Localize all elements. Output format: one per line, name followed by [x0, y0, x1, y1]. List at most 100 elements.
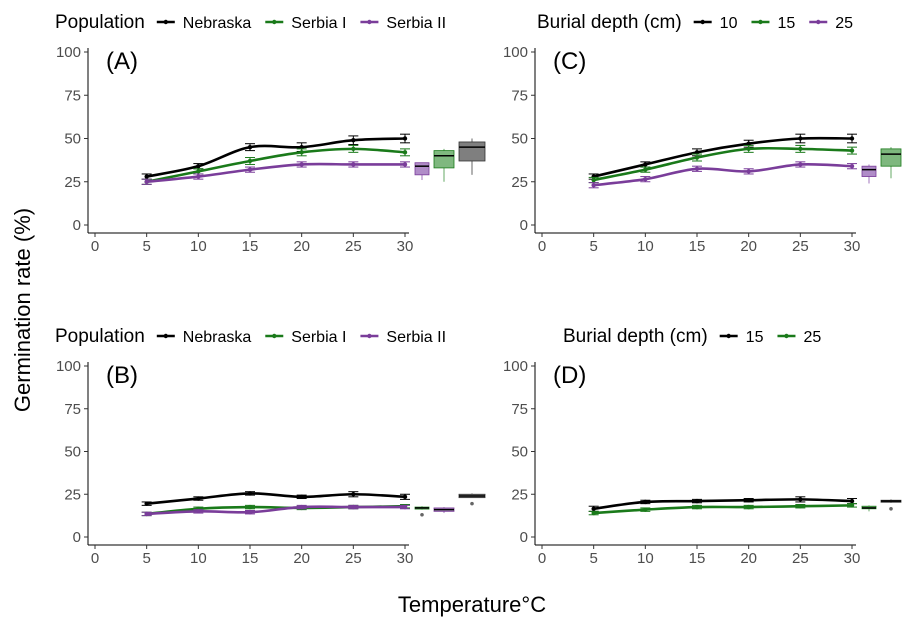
- x-tick-label: 5: [589, 238, 597, 255]
- data-point: [591, 183, 596, 188]
- box-iqr: [414, 162, 430, 176]
- data-point: [196, 169, 201, 174]
- data-point: [144, 511, 149, 517]
- x-tick-label: 25: [792, 550, 809, 567]
- legend-item-25: 25: [809, 15, 853, 32]
- legend-swatch-point: [784, 333, 789, 339]
- x-tick-label: 10: [637, 550, 654, 567]
- x-tick-label: 30: [397, 550, 414, 567]
- data-point: [247, 167, 253, 172]
- data-point: [591, 510, 596, 516]
- legend-swatch-point: [163, 333, 168, 339]
- boxplot-green: [880, 147, 902, 179]
- x-tick-label: 5: [142, 238, 150, 255]
- legend-label: Nebraska: [183, 329, 252, 346]
- box-iqr: [458, 141, 486, 162]
- series-25: [588, 503, 857, 516]
- data-point: [798, 497, 803, 502]
- legend-item-serbia-ii: Serbia II: [360, 15, 446, 32]
- data-point: [299, 504, 304, 510]
- data-point: [746, 498, 751, 503]
- legend-title: Burial depth (cm): [537, 12, 682, 33]
- data-point: [643, 507, 648, 512]
- data-point: [746, 146, 751, 152]
- legend-label: 15: [746, 329, 764, 346]
- series-serbia-ii: [141, 161, 410, 185]
- x-tick-label: 20: [740, 550, 757, 567]
- legend-swatch-point: [700, 19, 705, 25]
- data-point: [351, 492, 356, 497]
- y-tick-label: 0: [73, 529, 81, 546]
- legend-swatch-point: [163, 19, 168, 25]
- box-iqr: [433, 150, 455, 169]
- data-point: [351, 504, 356, 510]
- legend-swatch-point: [816, 19, 821, 25]
- legend-item-15: 15: [719, 329, 764, 346]
- legend-label: 25: [803, 329, 821, 346]
- boxplot-black: [458, 138, 486, 175]
- y-tick-label: 100: [503, 358, 528, 375]
- data-point: [849, 163, 855, 169]
- y-tick-label: 0: [520, 529, 528, 546]
- data-point: [196, 163, 201, 169]
- series-line: [146, 492, 406, 505]
- panel-label: (B): [106, 362, 138, 389]
- boxplot-green: [414, 506, 430, 517]
- legend-item-nebraska: Nebraska: [156, 15, 251, 32]
- y-tick-label: 50: [64, 444, 81, 461]
- data-point: [746, 504, 751, 510]
- legend-item-10: 10: [693, 15, 738, 32]
- data-point: [694, 166, 700, 171]
- x-tick-label: 15: [689, 238, 706, 255]
- data-point: [196, 509, 201, 514]
- x-tick-label: 25: [792, 238, 809, 255]
- series-line: [593, 498, 853, 511]
- y-tick-label: 50: [64, 131, 81, 148]
- x-tick-label: 0: [91, 550, 99, 567]
- legend-label: 25: [835, 15, 853, 32]
- y-tick-label: 25: [511, 486, 528, 503]
- boxplot-purple: [433, 507, 455, 514]
- legend-title: Burial depth (cm): [563, 326, 708, 347]
- data-point: [402, 136, 408, 141]
- legend-swatch-point: [367, 19, 372, 25]
- legend-swatch-point: [272, 19, 277, 25]
- panel-a: 0 25 50 75 100 0 5 10 15 20 25 30 (A) Population Nebra…: [55, 12, 486, 255]
- x-tick-label: 0: [538, 238, 546, 255]
- x-tick-label: 15: [242, 550, 259, 567]
- data-point: [591, 506, 596, 511]
- x-tick-label: 20: [740, 238, 757, 255]
- boxplot-black: [458, 493, 486, 506]
- data-point: [643, 167, 648, 172]
- legend-swatch-point: [272, 333, 277, 339]
- series-line: [593, 146, 853, 182]
- data-point: [694, 504, 700, 510]
- legend: Burial depth (cm) 10 15 25: [537, 12, 853, 33]
- boxplot-green: [433, 148, 455, 182]
- x-tick-label: 25: [345, 550, 362, 567]
- x-tick-label: 30: [844, 238, 861, 255]
- legend-label: 10: [720, 15, 738, 32]
- x-tick-label: 15: [242, 238, 259, 255]
- x-tick-label: 10: [637, 238, 654, 255]
- x-tick-label: 0: [538, 550, 546, 567]
- x-tick-label: 30: [844, 550, 861, 567]
- data-point: [247, 510, 253, 515]
- y-tick-label: 50: [511, 131, 528, 148]
- data-point: [849, 503, 855, 508]
- y-tick-label: 75: [64, 401, 81, 418]
- x-tick-label: 30: [397, 238, 414, 255]
- data-point: [849, 498, 855, 504]
- series-15: [588, 144, 857, 184]
- series-line: [593, 162, 853, 187]
- data-point: [591, 177, 596, 183]
- y-axis-title: Germination rate (%): [10, 208, 35, 412]
- data-point: [643, 176, 648, 182]
- data-point: [402, 150, 408, 155]
- data-point: [247, 504, 253, 510]
- panel-label: (A): [106, 48, 138, 75]
- boxplot-purple: [414, 162, 430, 181]
- panel-b: 0 25 50 75 100 0 5 10 15 20 25 30 (B) Population Nebra…: [55, 326, 486, 567]
